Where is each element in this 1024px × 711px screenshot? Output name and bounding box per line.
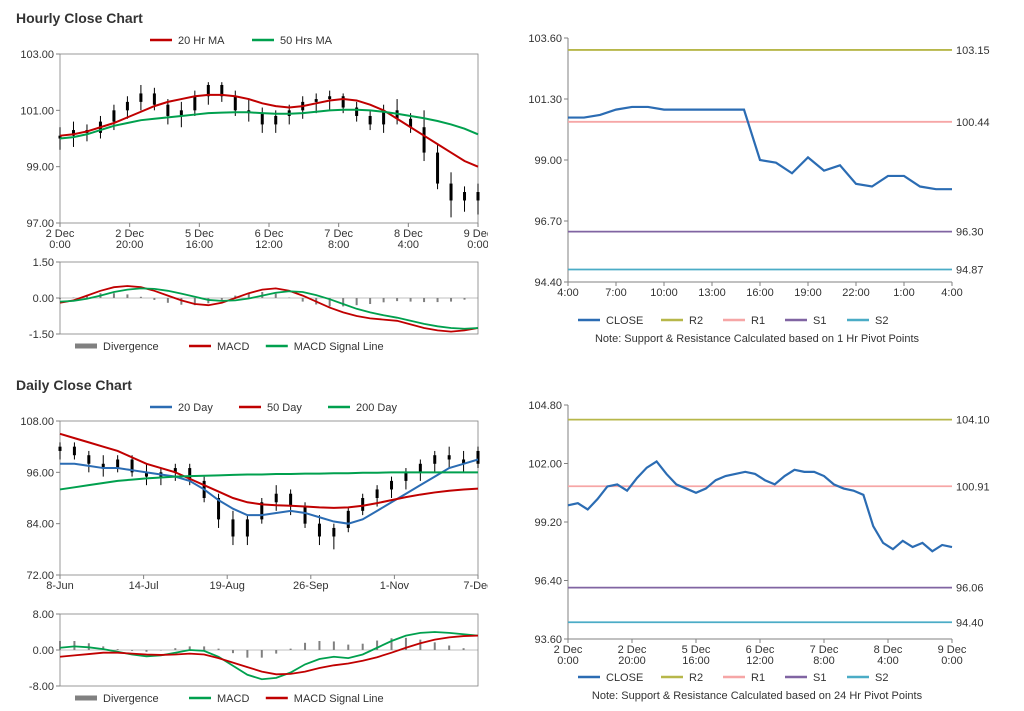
svg-text:22:00: 22:00 <box>842 287 870 299</box>
svg-text:20 Day: 20 Day <box>178 402 213 414</box>
svg-text:-8.00: -8.00 <box>29 681 54 693</box>
svg-text:108.00: 108.00 <box>20 416 54 428</box>
svg-text:10:00: 10:00 <box>650 287 678 299</box>
daily-macd-chart: -8.00 0.00 8.00 Divergence MACD MACD Signal L… <box>10 608 488 708</box>
svg-text:8-Jun: 8-Jun <box>46 580 74 592</box>
svg-text:50 Day: 50 Day <box>267 402 302 414</box>
svg-text:50 Hrs MA: 50 Hrs MA <box>280 35 333 47</box>
svg-text:R1: R1 <box>751 672 765 684</box>
svg-text:99.00: 99.00 <box>534 155 562 167</box>
svg-text:96.70: 96.70 <box>534 216 562 228</box>
svg-text:0.00: 0.00 <box>33 645 54 657</box>
svg-text:0:00: 0:00 <box>467 239 488 251</box>
svg-text:16:00: 16:00 <box>186 239 214 251</box>
hourly-sr-note: Note: Support & Resistance Calculated ba… <box>518 333 996 345</box>
svg-text:100.44: 100.44 <box>956 117 990 129</box>
svg-text:R2: R2 <box>689 315 703 327</box>
svg-text:S2: S2 <box>875 315 888 327</box>
svg-text:102.00: 102.00 <box>528 459 562 471</box>
svg-text:20 Hr MA: 20 Hr MA <box>178 35 225 47</box>
svg-text:94.40: 94.40 <box>956 617 984 629</box>
hourly-sr-chart: 94.4096.7099.00101.30103.604:007:0010:00… <box>518 28 996 328</box>
svg-text:94.87: 94.87 <box>956 265 984 277</box>
hourly-title: Hourly Close Chart <box>16 10 1014 26</box>
svg-text:26-Sep: 26-Sep <box>293 580 328 592</box>
svg-text:104.10: 104.10 <box>956 415 990 427</box>
hourly-main-chart: 97.0099.00101.00103.002 Dec0:002 Dec20:0… <box>10 28 488 253</box>
svg-text:CLOSE: CLOSE <box>606 672 643 684</box>
svg-text:4:00: 4:00 <box>877 655 898 667</box>
svg-text:20:00: 20:00 <box>618 655 646 667</box>
svg-text:-1.50: -1.50 <box>29 329 54 341</box>
svg-text:7-Dec: 7-Dec <box>463 580 488 592</box>
svg-text:104.80: 104.80 <box>528 400 562 412</box>
svg-text:100.91: 100.91 <box>956 481 990 493</box>
svg-text:0.00: 0.00 <box>33 293 54 305</box>
svg-text:Divergence: Divergence <box>103 693 159 705</box>
svg-text:S1: S1 <box>813 672 826 684</box>
svg-text:13:00: 13:00 <box>698 287 726 299</box>
svg-text:CLOSE: CLOSE <box>606 315 643 327</box>
daily-sr-chart: 93.6096.4099.20102.00104.802 Dec0:002 De… <box>518 395 996 685</box>
svg-text:103.00: 103.00 <box>20 49 54 61</box>
svg-text:8.00: 8.00 <box>33 609 54 621</box>
svg-text:R2: R2 <box>689 672 703 684</box>
svg-text:96.40: 96.40 <box>534 576 562 588</box>
daily-main-chart: 72.0084.0096.00108.008-Jun14-Jul19-Aug26… <box>10 395 488 605</box>
svg-text:8:00: 8:00 <box>813 655 834 667</box>
svg-text:16:00: 16:00 <box>682 655 710 667</box>
svg-text:4:00: 4:00 <box>941 287 962 299</box>
svg-text:Divergence: Divergence <box>103 341 159 353</box>
svg-text:84.00: 84.00 <box>26 519 54 531</box>
svg-text:0:00: 0:00 <box>557 655 578 667</box>
svg-text:12:00: 12:00 <box>255 239 283 251</box>
svg-text:14-Jul: 14-Jul <box>129 580 159 592</box>
svg-text:103.15: 103.15 <box>956 45 990 57</box>
svg-text:S2: S2 <box>875 672 888 684</box>
svg-text:S1: S1 <box>813 315 826 327</box>
svg-text:103.60: 103.60 <box>528 33 562 45</box>
svg-text:R1: R1 <box>751 315 765 327</box>
svg-text:7:00: 7:00 <box>605 287 626 299</box>
svg-text:0:00: 0:00 <box>49 239 70 251</box>
svg-text:MACD: MACD <box>217 341 249 353</box>
hourly-macd-chart: -1.50 0.00 1.50 Divergence MACD MACD Signal L… <box>10 256 488 356</box>
svg-text:1.50: 1.50 <box>33 257 54 269</box>
svg-text:99.00: 99.00 <box>26 162 54 174</box>
svg-text:101.00: 101.00 <box>20 105 54 117</box>
svg-text:96.00: 96.00 <box>26 467 54 479</box>
svg-text:19:00: 19:00 <box>794 287 822 299</box>
svg-text:MACD: MACD <box>217 693 249 705</box>
svg-text:MACD Signal Line: MACD Signal Line <box>294 341 384 353</box>
svg-text:99.20: 99.20 <box>534 517 562 529</box>
svg-text:4:00: 4:00 <box>557 287 578 299</box>
svg-text:1:00: 1:00 <box>893 287 914 299</box>
svg-text:MACD Signal Line: MACD Signal Line <box>294 693 384 705</box>
svg-text:101.30: 101.30 <box>528 94 562 106</box>
svg-text:0:00: 0:00 <box>941 655 962 667</box>
svg-text:1-Nov: 1-Nov <box>380 580 410 592</box>
svg-text:16:00: 16:00 <box>746 287 774 299</box>
svg-text:4:00: 4:00 <box>398 239 419 251</box>
svg-text:96.06: 96.06 <box>956 583 984 595</box>
svg-text:96.30: 96.30 <box>956 227 984 239</box>
svg-text:20:00: 20:00 <box>116 239 144 251</box>
svg-text:8:00: 8:00 <box>328 239 349 251</box>
daily-title: Daily Close Chart <box>16 377 1014 393</box>
svg-text:12:00: 12:00 <box>746 655 774 667</box>
svg-text:200 Day: 200 Day <box>356 402 397 414</box>
daily-sr-note: Note: Support & Resistance Calculated ba… <box>518 690 996 702</box>
svg-text:19-Aug: 19-Aug <box>209 580 244 592</box>
